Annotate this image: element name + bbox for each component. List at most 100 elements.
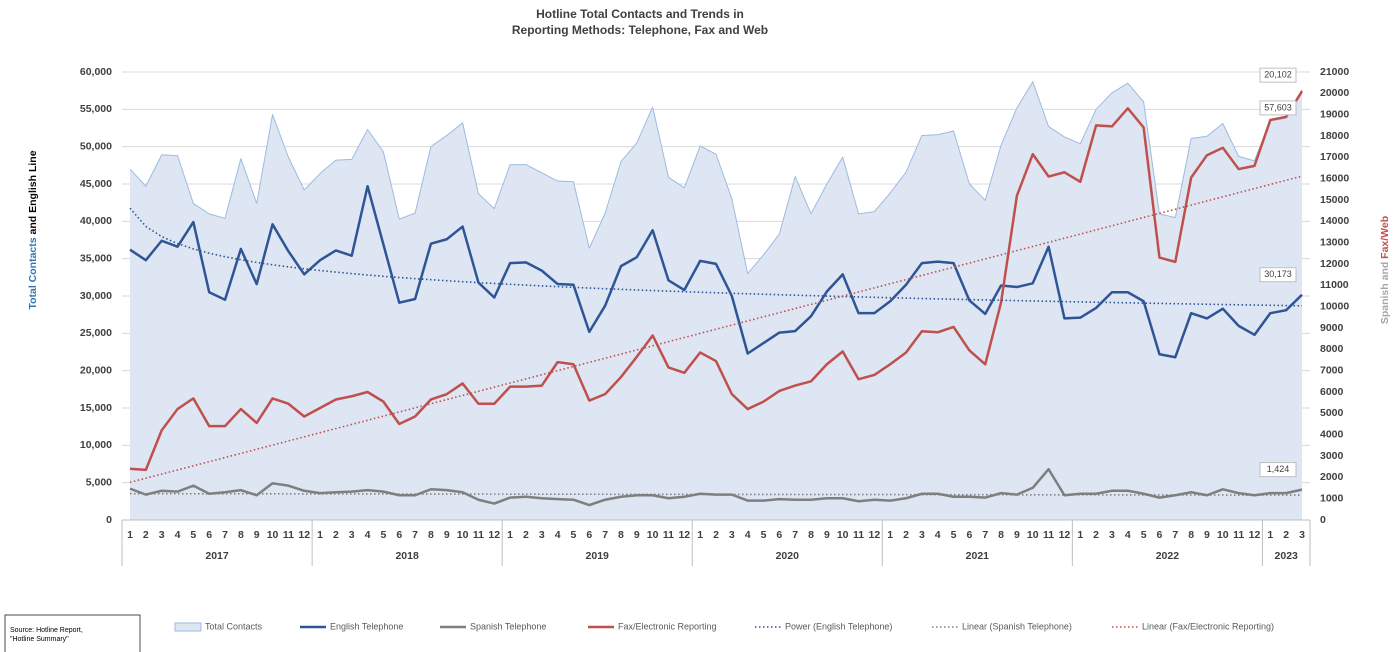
x-tick-label: 6 — [966, 529, 972, 541]
x-tick-label: 2 — [143, 529, 149, 541]
y2-tick-label: 10000 — [1320, 300, 1349, 312]
source-box — [4, 614, 141, 652]
data-label-box — [1259, 462, 1297, 478]
x-tick-label: 12 — [298, 529, 310, 541]
legend-label: Total Contacts — [205, 621, 263, 631]
x-tick-label: 10 — [457, 529, 469, 541]
x-tick-label: 10 — [647, 529, 659, 541]
y-tick-label: 45,000 — [80, 178, 112, 190]
x-tick-label: 5 — [380, 529, 386, 541]
y-tick-label: 35,000 — [80, 252, 112, 264]
trendline — [129, 175, 1303, 484]
y2-tick-label: 20000 — [1320, 87, 1349, 99]
x-tick-label: 11 — [853, 529, 864, 541]
y-tick-label: 25,000 — [80, 327, 112, 339]
x-tick-label: 3 — [919, 529, 925, 541]
data-label-box — [1259, 100, 1297, 116]
data-label-box — [1259, 267, 1297, 283]
x-tick-label: 5 — [951, 529, 957, 541]
x-tick-label: 1 — [1077, 529, 1083, 541]
x-tick-label: 7 — [982, 529, 988, 541]
y-tick-label: 50,000 — [80, 140, 112, 152]
legend-label: Linear (Spanish Telephone) — [962, 621, 1072, 631]
x-tick-label: 12 — [1249, 529, 1261, 541]
x-tick-label: 3 — [1109, 529, 1115, 541]
year-label: 2017 — [205, 550, 229, 562]
legend-label: Fax/Electronic Reporting — [618, 621, 717, 631]
y-tick-label: 30,000 — [80, 290, 112, 302]
x-tick-label: 3 — [1299, 529, 1305, 541]
y2-tick-label: 8000 — [1320, 343, 1344, 355]
x-tick-label: 8 — [1188, 529, 1194, 541]
x-tick-label: 3 — [159, 529, 165, 541]
y2-tick-label: 14000 — [1320, 215, 1349, 227]
trendline — [129, 207, 1303, 307]
line — [129, 90, 1304, 472]
x-tick-label: 11 — [1043, 529, 1054, 541]
y2-tick-label: 12000 — [1320, 258, 1349, 270]
year-label: 2020 — [776, 550, 800, 562]
x-tick-label: 2 — [1093, 529, 1099, 541]
data-label: 20,102 — [1264, 70, 1292, 80]
y2-tick-label: 11000 — [1320, 279, 1349, 291]
x-tick-label: 9 — [1014, 529, 1020, 541]
x-tick-label: 4 — [365, 529, 371, 541]
y-axis-title-part: Total Contacts — [27, 237, 39, 309]
chart-title: Reporting Methods: Telephone, Fax and We… — [512, 23, 768, 37]
legend-label: Power (English Telephone) — [785, 621, 892, 631]
x-tick-label: 1 — [697, 529, 703, 541]
y-axis-title-part: and English Line — [27, 150, 39, 237]
y-tick-label: 60,000 — [80, 66, 112, 78]
x-tick-label: 6 — [396, 529, 402, 541]
y2-tick-label: 3000 — [1320, 450, 1344, 462]
y2-tick-label: 4000 — [1320, 428, 1344, 440]
x-tick-label: 11 — [663, 529, 674, 541]
source-text: Source: Hotline Report, — [10, 627, 83, 634]
data-label: 1,424 — [1267, 464, 1290, 474]
line — [129, 467, 1303, 507]
x-tick-label: 3 — [729, 529, 735, 541]
x-tick-label: 6 — [1157, 529, 1163, 541]
x-tick-label: 4 — [175, 529, 181, 541]
x-tick-label: 10 — [1217, 529, 1229, 541]
x-tick-label: 1 — [887, 529, 893, 541]
y2-tick-label: 17000 — [1320, 151, 1349, 163]
y2-tick-label: 13000 — [1320, 236, 1349, 248]
x-tick-label: 6 — [776, 529, 782, 541]
x-tick-label: 8 — [618, 529, 624, 541]
y2-tick-label: 15000 — [1320, 194, 1349, 206]
year-label: 2018 — [395, 550, 419, 562]
legend-label: Spanish Telephone — [470, 621, 546, 631]
x-tick-label: 1 — [1267, 529, 1273, 541]
x-tick-label: 7 — [792, 529, 798, 541]
line — [129, 81, 1303, 275]
x-tick-label: 1 — [317, 529, 323, 541]
x-tick-label: 10 — [837, 529, 849, 541]
source-text: "Hotline Summary" — [10, 636, 69, 643]
x-tick-label: 5 — [761, 529, 767, 541]
x-tick-label: 5 — [190, 529, 196, 541]
x-tick-label: 7 — [222, 529, 228, 541]
x-tick-label: 2 — [713, 529, 719, 541]
x-tick-label: 12 — [869, 529, 881, 541]
x-tick-label: 1 — [127, 529, 133, 541]
trendline — [129, 492, 1303, 496]
y-tick-label: 10,000 — [80, 439, 112, 451]
x-tick-label: 8 — [238, 529, 244, 541]
year-label: 2022 — [1156, 550, 1180, 562]
year-label: 2023 — [1275, 550, 1299, 562]
x-tick-label: 12 — [488, 529, 500, 541]
x-tick-label: 12 — [1059, 529, 1071, 541]
chart-title: Hotline Total Contacts and Trends in — [536, 7, 744, 21]
y-tick-label: 0 — [106, 514, 112, 526]
y2-axis-title-part: Spanish and — [1379, 259, 1391, 324]
year-label: 2019 — [586, 550, 610, 562]
x-tick-label: 4 — [935, 529, 941, 541]
y2-tick-label: 7000 — [1320, 364, 1344, 376]
y2-tick-label: 18000 — [1320, 130, 1349, 142]
line — [129, 184, 1303, 359]
x-tick-label: 7 — [1172, 529, 1178, 541]
x-tick-label: 3 — [349, 529, 355, 541]
x-tick-label: 5 — [1141, 529, 1147, 541]
x-tick-label: 9 — [1204, 529, 1210, 541]
